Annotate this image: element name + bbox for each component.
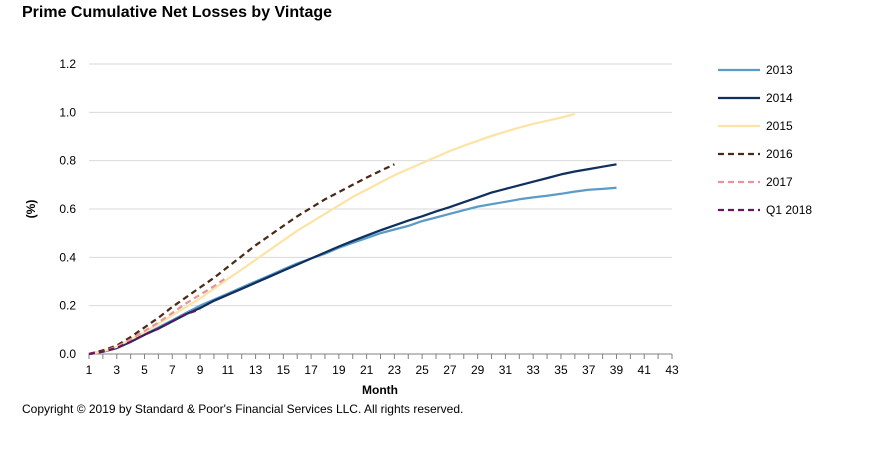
y-tick-label: 0.4	[59, 250, 76, 264]
series-lines	[88, 112, 617, 356]
x-axis-ticks: 1 3 5 7 9 11 13 15 17 19 21 23 25 27 29 31 33 35 37 39 41 43	[86, 363, 679, 377]
gridlines	[89, 63, 672, 307]
series-line-2013	[88, 186, 617, 356]
x-tick-label: 39	[610, 363, 624, 377]
legend-label: 2014	[766, 91, 793, 105]
x-tick-label: 5	[141, 363, 148, 377]
y-tick-label: 1.2	[59, 57, 76, 71]
y-axis-title: (%)	[24, 200, 38, 219]
x-tick-label: 21	[360, 363, 374, 377]
x-axis	[88, 353, 673, 359]
legend-label: Q1 2018	[766, 203, 812, 217]
y-tick-label: 1.0	[59, 105, 76, 119]
series-line-2015	[88, 112, 576, 356]
x-tick-label: 29	[471, 363, 485, 377]
series-line-2016	[88, 163, 395, 356]
x-tick-label: 19	[332, 363, 346, 377]
x-tick-label: 23	[388, 363, 402, 377]
x-tick-label: 9	[197, 363, 204, 377]
copyright-notice: Copyright © 2019 by Standard & Poor's Fi…	[22, 402, 464, 416]
y-tick-label: 0.2	[59, 299, 76, 313]
legend-label: 2017	[766, 175, 793, 189]
x-tick-label: 15	[277, 363, 291, 377]
legend-label: 2013	[766, 63, 793, 77]
x-tick-label: 43	[665, 363, 679, 377]
legend-label: 2016	[766, 147, 793, 161]
y-tick-label: 0.0	[59, 347, 76, 361]
x-tick-label: 33	[527, 363, 541, 377]
y-tick-label: 0.8	[59, 154, 76, 168]
y-tick-label: 0.6	[59, 202, 76, 216]
series-line-2017	[88, 275, 229, 356]
y-axis-ticks: 0.0 0.2 0.4 0.6 0.8 1.0 1.2	[59, 57, 76, 361]
x-tick-label: 1	[86, 363, 93, 377]
x-tick-label: 3	[113, 363, 120, 377]
legend-label: 2015	[766, 119, 793, 133]
x-tick-label: 7	[169, 363, 176, 377]
chart-title: Prime Cumulative Net Losses by Vintage	[22, 4, 333, 21]
x-tick-label: 17	[304, 363, 318, 377]
series-line-2014	[88, 163, 617, 356]
series-line-q1-2018	[88, 308, 201, 356]
x-tick-label: 27	[443, 363, 457, 377]
x-tick-label: 35	[554, 363, 568, 377]
x-tick-label: 25	[415, 363, 429, 377]
x-axis-title: Month	[362, 383, 398, 397]
x-tick-label: 31	[499, 363, 513, 377]
x-tick-label: 11	[222, 363, 235, 377]
x-tick-label: 13	[249, 363, 263, 377]
x-tick-label: 41	[638, 363, 652, 377]
line-chart: 0.00.20.40.60.81.01.2 1 3 5 7 9 11 13 15 17 19 21 2…	[24, 57, 812, 397]
legend: 2013 2014 2015 2016 2017 Q1 2018	[718, 63, 812, 217]
x-tick-label: 37	[582, 363, 596, 377]
